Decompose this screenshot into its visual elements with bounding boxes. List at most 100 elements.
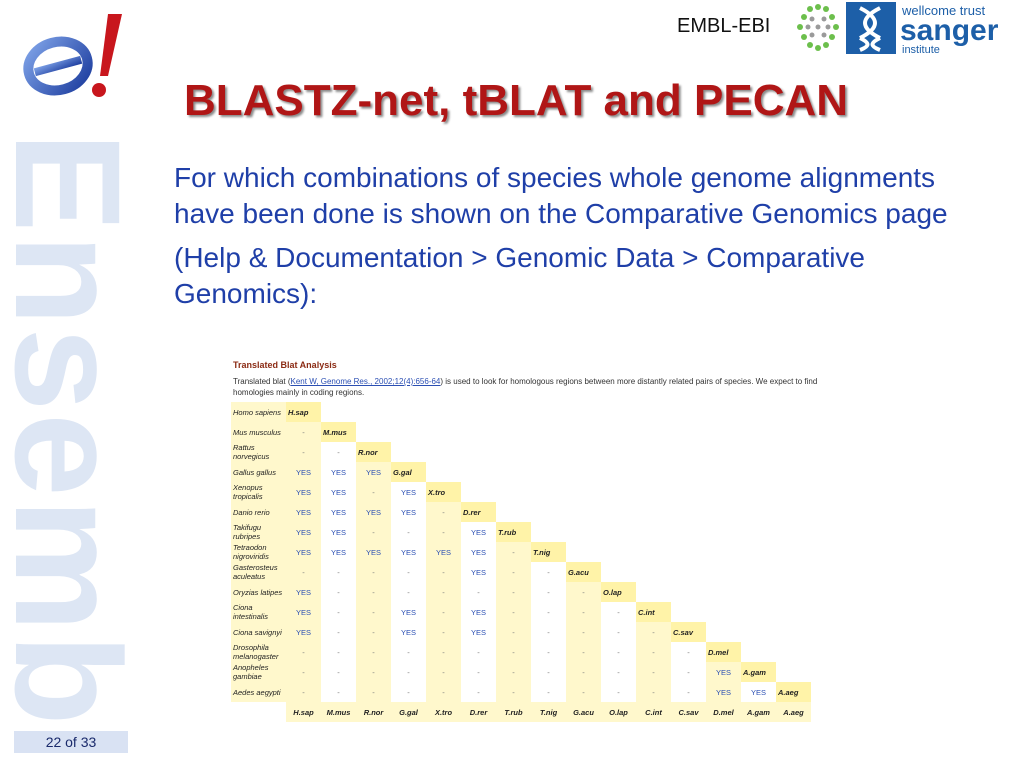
table-cell: - (671, 682, 706, 702)
empty-cell (566, 482, 601, 502)
table-cell: YES (286, 522, 321, 542)
empty-cell (461, 422, 496, 442)
empty-cell (496, 442, 531, 462)
table-cell: YES (426, 542, 461, 562)
table-cell: - (531, 662, 566, 682)
empty-cell (531, 482, 566, 502)
footer-label: R.nor (356, 702, 391, 722)
empty-cell (671, 422, 706, 442)
translated-blat-table: Homo sapiens H.sap Mus musculus - M.mus Rattu… (231, 402, 811, 722)
table-cell: - (356, 562, 391, 582)
empty-cell (776, 442, 811, 462)
empty-cell (601, 522, 636, 542)
empty-cell (426, 462, 461, 482)
table-cell: YES (461, 542, 496, 562)
empty-cell (601, 442, 636, 462)
species-name: Ciona intestinalis (231, 602, 286, 622)
table-cell: - (636, 642, 671, 662)
table-cell: YES (356, 502, 391, 522)
footer-label: C.int (636, 702, 671, 722)
table-cell: - (321, 602, 356, 622)
empty-cell (426, 422, 461, 442)
table-cell: - (321, 562, 356, 582)
sanger-name-text: sanger (900, 14, 999, 47)
footer-label: T.nig (531, 702, 566, 722)
empty-cell (706, 582, 741, 602)
table-cell: - (531, 562, 566, 582)
table-cell: YES (321, 462, 356, 482)
empty-cell (741, 402, 776, 422)
desc-suffix: ) is used to look for homologous regions… (233, 377, 818, 397)
empty-cell (706, 482, 741, 502)
table-cell: - (391, 522, 426, 542)
table-cell: - (636, 662, 671, 682)
empty-cell (601, 422, 636, 442)
empty-cell (636, 502, 671, 522)
empty-cell (706, 502, 741, 522)
empty-cell (496, 502, 531, 522)
table-cell: YES (391, 542, 426, 562)
diagonal-label: D.mel (706, 642, 741, 662)
table-cell: - (496, 562, 531, 582)
table-row: Tetraodon nigroviridis YES YES YES YES YES YES… (231, 542, 811, 562)
diagonal-label: G.acu (566, 562, 601, 582)
empty-cell (601, 542, 636, 562)
empty-cell (671, 602, 706, 622)
empty-cell (776, 602, 811, 622)
empty-cell (706, 462, 741, 482)
table-cell: YES (286, 502, 321, 522)
footer-label: M.mus (321, 702, 356, 722)
table-cell: - (531, 582, 566, 602)
table-row: Ciona intestinalis YES - - YES - YES - - - - C.int (231, 602, 811, 622)
citation-link[interactable]: Kent W, Genome Res., 2002;12(4):656-64 (290, 377, 441, 386)
empty-cell (636, 582, 671, 602)
empty-cell (706, 622, 741, 642)
empty-cell (496, 462, 531, 482)
empty-cell (741, 462, 776, 482)
footer-label: D.rer (461, 702, 496, 722)
page-number: 22 of 33 (14, 731, 128, 753)
screenshot-description: Translated blat (Kent W, Genome Res., 20… (233, 376, 823, 398)
sanger-institute-logo: wellcome trust sanger institute (846, 2, 999, 54)
embl-ebi-logo-icon (797, 4, 839, 51)
footer-label: T.rub (496, 702, 531, 722)
footer-label: X.tro (426, 702, 461, 722)
empty-cell (671, 462, 706, 482)
empty-cell (776, 422, 811, 442)
table-cell: - (566, 662, 601, 682)
table-cell: - (566, 622, 601, 642)
table-cell: - (426, 662, 461, 682)
empty-cell (496, 422, 531, 442)
species-name: Aedes aegypti (231, 682, 286, 702)
empty-cell (776, 582, 811, 602)
empty-cell (461, 482, 496, 502)
empty-cell (531, 522, 566, 542)
species-name: Drosophila melanogaster (231, 642, 286, 662)
empty-cell (741, 622, 776, 642)
footer-label: G.gal (391, 702, 426, 722)
table-cell: YES (391, 622, 426, 642)
table-cell: YES (461, 522, 496, 542)
ensembl-watermark-text: Ensembl (8, 132, 128, 732)
table-cell: YES (391, 602, 426, 622)
empty-cell (671, 522, 706, 542)
table-cell: - (426, 582, 461, 602)
empty-cell (601, 462, 636, 482)
empty-cell (741, 642, 776, 662)
table-cell: - (636, 622, 671, 642)
empty-cell (741, 542, 776, 562)
table-cell: YES (286, 622, 321, 642)
table-cell: YES (461, 602, 496, 622)
table-cell: - (356, 522, 391, 542)
table-cell: - (601, 662, 636, 682)
table-cell: - (356, 682, 391, 702)
table-cell: - (286, 682, 321, 702)
table-row: Rattus norvegicus - - R.nor (231, 442, 811, 462)
table-cell: - (321, 622, 356, 642)
table-cell: - (356, 482, 391, 502)
empty-cell (706, 602, 741, 622)
ensembl-watermark: Ensembl (8, 112, 128, 732)
table-cell: - (356, 642, 391, 662)
empty-cell (636, 442, 671, 462)
footer-label: A.aeg (776, 702, 811, 722)
